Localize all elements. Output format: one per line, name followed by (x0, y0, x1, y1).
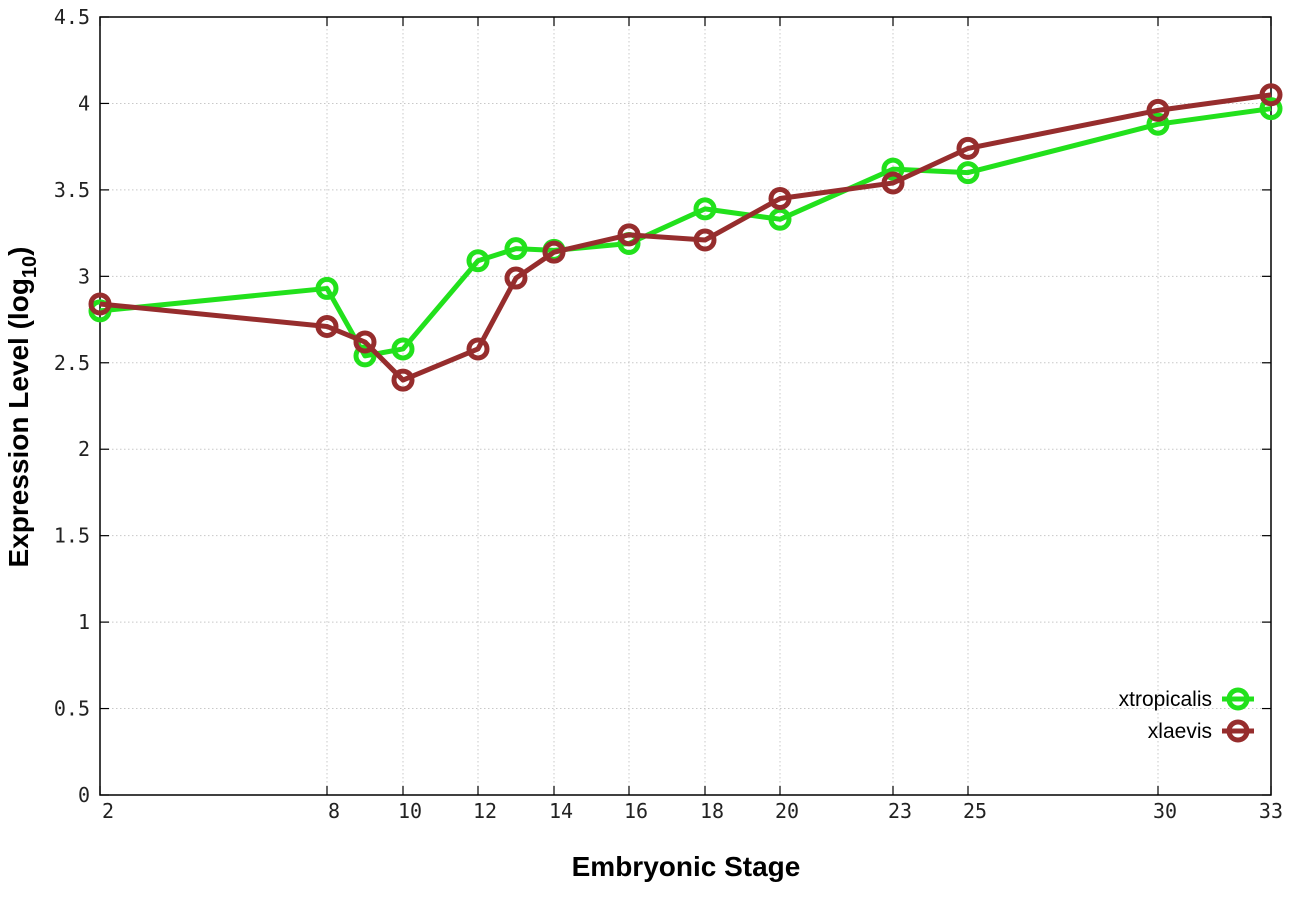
y-tick-label: 1.5 (54, 524, 90, 548)
legend-swatch-marker (1226, 719, 1250, 743)
y-tick-label: 2.5 (54, 351, 90, 375)
series-xtropicalis (88, 97, 1283, 368)
legend-label: xtropicalis (1119, 688, 1212, 711)
x-axis-title: Embryonic Stage (572, 851, 801, 882)
series-layer (88, 83, 1283, 392)
data-point-xlaevis (466, 337, 490, 361)
data-point-xtropicalis (768, 207, 792, 231)
series-xlaevis (88, 83, 1283, 392)
data-point-xtropicalis (1146, 112, 1170, 136)
data-point-xlaevis (768, 187, 792, 211)
data-point-xlaevis (315, 314, 339, 338)
data-point-xlaevis (617, 223, 641, 247)
y-axis-title-subscript: 10 (19, 256, 41, 278)
data-point-xtropicalis (391, 337, 415, 361)
y-tick-label: 4 (78, 91, 90, 115)
y-tick-label: 1 (78, 610, 90, 634)
y-tick-label: 2 (78, 437, 90, 461)
data-point-xtropicalis (693, 197, 717, 221)
data-point-xtropicalis (881, 157, 905, 181)
y-tick-label: 3.5 (54, 178, 90, 202)
legend: xtropicalis xlaevis (1119, 687, 1254, 743)
plot-frame (99, 16, 1272, 796)
data-point-xtropicalis (466, 249, 490, 273)
x-tick-label: 33 (1259, 799, 1283, 823)
y-tick-label: 0.5 (54, 697, 90, 721)
data-point-xtropicalis (1259, 97, 1283, 121)
x-tick-label: 25 (963, 799, 987, 823)
data-point-xlaevis (88, 292, 112, 316)
x-tick-label: 16 (624, 799, 648, 823)
data-point-xlaevis (391, 368, 415, 392)
x-tick-label: 20 (775, 799, 799, 823)
x-tick-label: 8 (328, 799, 340, 823)
y-axis-title-main: Expression Level (log (3, 278, 34, 567)
legend-swatch-marker (1226, 687, 1250, 711)
x-tick-label: 23 (888, 799, 912, 823)
data-point-xtropicalis (353, 344, 377, 368)
x-tick-label: 14 (549, 799, 573, 823)
y-tick-label: 4.5 (54, 5, 90, 29)
data-point-xtropicalis (956, 161, 980, 185)
data-point-xlaevis (693, 228, 717, 252)
y-tick-label: 0 (78, 783, 90, 807)
legend-item-xtropicalis: xtropicalis (1119, 687, 1254, 711)
data-point-xlaevis (1259, 83, 1283, 107)
data-point-xlaevis (881, 171, 905, 195)
data-point-xlaevis (353, 330, 377, 354)
y-tick-label: 3 (78, 264, 90, 288)
legend-label: xlaevis (1148, 720, 1212, 743)
x-tick-label: 12 (473, 799, 497, 823)
x-tick-label: 18 (700, 799, 724, 823)
legend-item-xlaevis: xlaevis (1148, 719, 1254, 743)
x-tick-label: 30 (1153, 799, 1177, 823)
data-point-xlaevis (504, 266, 528, 290)
data-point-xlaevis (542, 240, 566, 264)
data-point-xtropicalis (504, 237, 528, 261)
grid-lines (100, 17, 1271, 795)
axis-ticks: 0 0.5 1 1.5 2 2.5 3 3.5 4 4.5 2 8 10 12 14 16 18 20 23 25 30… (54, 5, 1283, 823)
data-point-xtropicalis (315, 276, 339, 300)
x-tick-label: 2 (102, 799, 114, 823)
y-axis-title: Expression Level (log10) (3, 247, 41, 568)
y-axis-title-close: ) (3, 247, 34, 256)
data-point-xlaevis (1146, 98, 1170, 122)
series-line-xtropicalis (99, 106, 1272, 359)
x-tick-label: 10 (398, 799, 422, 823)
data-point-xlaevis (956, 136, 980, 160)
